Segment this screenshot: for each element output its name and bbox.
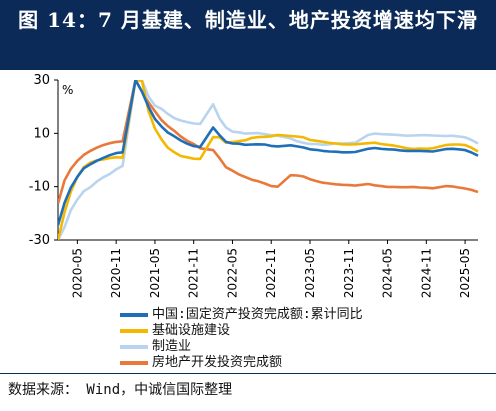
line-chart: 30 10 -10 -30% 2020-05 2020-11 2021-05 2021-11 2…	[29, 73, 479, 298]
x-tick-label: 2021-05	[148, 248, 162, 298]
x-tick-label: 2020-05	[70, 248, 84, 298]
y-tick-label: -10	[29, 180, 50, 195]
legend-label: 基础设施建设	[152, 323, 231, 338]
data-source-note: 数据来源： Wind，中诚信国际整理	[8, 382, 233, 398]
legend-label: 中国:固定资产投资完成额:累计同比	[152, 307, 363, 322]
legend-item: 制造业	[120, 339, 191, 355]
chart-area: 30 10 -10 -30% 2020-05 2020-11 2021-05 2021-11 2…	[0, 70, 496, 370]
y-tick-label: 30	[33, 73, 50, 88]
x-tick-label: 2022-05	[225, 248, 239, 298]
legend-label: 制造业	[152, 339, 192, 354]
unit-label: %	[62, 83, 73, 97]
legend-item: 中国:固定资产投资完成额:累计同比	[120, 307, 363, 323]
x-tick-label: 2024-11	[419, 248, 433, 298]
legend-swatch	[120, 328, 148, 333]
x-tick-label: 2024-05	[381, 248, 395, 298]
series-line-0	[58, 80, 479, 226]
series-line-1	[58, 80, 479, 240]
y-tick-label: -30	[29, 233, 50, 248]
x-tick-label: 2023-05	[303, 248, 317, 298]
x-tick-label: 2020-11	[109, 248, 123, 298]
source-divider	[0, 373, 496, 374]
figure-title: 图 14：7 月基建、制造业、地产投资增速均下滑	[18, 8, 478, 32]
legend-swatch	[120, 312, 148, 317]
legend-item: 房地产开发投资完成额	[120, 355, 282, 371]
legend-swatch	[120, 344, 148, 349]
legend-item: 基础设施建设	[120, 323, 230, 339]
title-bar: 图 14：7 月基建、制造业、地产投资增速均下滑	[0, 0, 496, 70]
x-tick-label: 2023-11	[342, 248, 356, 298]
series-line-2	[58, 80, 479, 240]
legend-label: 房地产开发投资完成额	[152, 355, 283, 370]
series-line-3	[58, 80, 479, 204]
y-tick-label: 10	[33, 126, 50, 141]
x-tick-label: 2025-05	[458, 248, 472, 298]
x-tick-label: 2022-11	[264, 248, 278, 298]
x-tick-label: 2021-11	[187, 248, 201, 298]
legend-swatch	[120, 360, 148, 365]
